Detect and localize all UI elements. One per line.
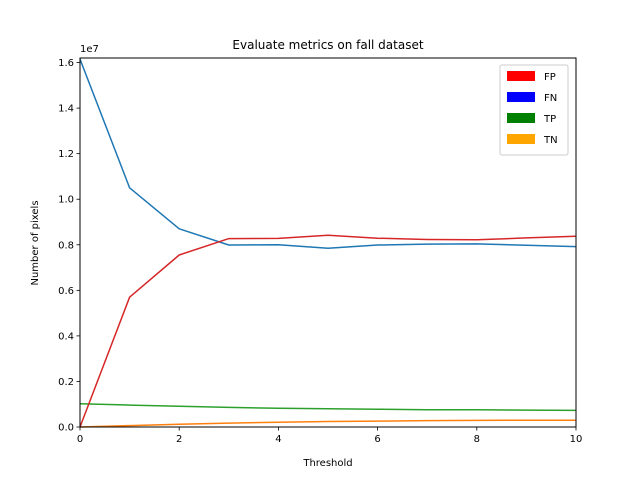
series-lines: [79, 58, 577, 428]
y-tick-label: 1.0: [58, 195, 74, 206]
y-axis-label: Number of pixels: [30, 200, 41, 285]
y-tick-label: 1.6: [58, 58, 74, 69]
y-tick-label: 0.4: [58, 331, 74, 342]
y-tick-label: 1.4: [58, 104, 74, 115]
series-line-fp: [79, 234, 577, 428]
legend-box: [499, 64, 569, 156]
x-tick-label: 8: [474, 434, 480, 445]
y-axis: 0.0 0.2 0.4 0.6 0.8 1.0 1.2 1.4 1.6: [58, 58, 80, 434]
x-tick-label: 0: [77, 434, 83, 445]
y-tick-label: 1.2: [58, 149, 74, 160]
legend-label-tp: TP: [543, 114, 556, 125]
y-tick-label: 0.0: [58, 423, 74, 434]
x-tick-label: 2: [176, 434, 182, 445]
legend-swatch-fn: [507, 92, 535, 102]
x-axis-label: Threshold: [302, 458, 352, 469]
x-tick-label: 6: [374, 434, 380, 445]
legend-swatch-tn: [507, 134, 535, 144]
legend-swatch-tp: [507, 113, 535, 123]
legend-label-fp: FP: [544, 72, 556, 83]
legend: FP FN TP TN: [499, 64, 569, 156]
chart-title: Evaluate metrics on fall dataset: [232, 38, 423, 52]
series-line-tp: [79, 403, 577, 412]
y-tick-label: 0.8: [58, 240, 74, 251]
y-tick-label: 0.6: [58, 286, 74, 297]
legend-swatch-fp: [507, 71, 535, 81]
x-tick-label: 10: [570, 434, 583, 445]
y-tick-label: 0.2: [58, 377, 74, 388]
axes-frame: [79, 57, 577, 428]
series-line-tn: [79, 419, 576, 428]
x-axis: 0 2 4 6 8 10: [77, 427, 583, 445]
x-tick-label: 4: [275, 434, 281, 445]
series-line-fn: [79, 58, 577, 249]
legend-label-fn: FN: [544, 93, 557, 104]
legend-label-tn: TN: [543, 135, 558, 146]
y-offset-label: 1e7: [80, 44, 99, 55]
